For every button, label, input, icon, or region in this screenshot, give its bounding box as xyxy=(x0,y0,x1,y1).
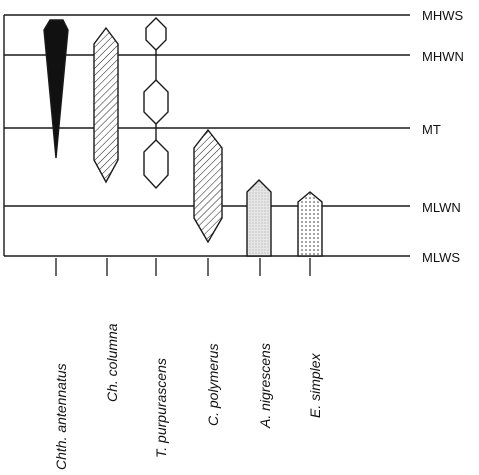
level-label-mlws: MLWS xyxy=(422,250,460,265)
range-bar-e-simplex xyxy=(297,191,323,257)
range-bar-chth-antennatus xyxy=(43,19,69,159)
species-label-t-purpurascens: T. purpurascens xyxy=(153,358,169,458)
species-label-a-nigrescens: A. nigrescens xyxy=(257,343,273,429)
species-label-chth-antennatus: Chth. antennatus xyxy=(53,363,69,470)
range-bar-ch-columna xyxy=(93,26,119,184)
species-label-e-simplex: E. simplex xyxy=(307,352,323,418)
level-label-mhws: MHWS xyxy=(422,8,463,23)
species-label-c-polymerus: C. polymerus xyxy=(205,344,221,426)
level-label-mt: MT xyxy=(422,122,441,137)
species-label-ch-columna: Ch. columna xyxy=(104,323,120,402)
range-bar-c-polymerus xyxy=(193,128,223,244)
range-segment-t-purpurascens-lower xyxy=(143,139,169,190)
range-segment-t-purpurascens-middle xyxy=(143,79,169,125)
level-label-mlwn: MLWN xyxy=(422,200,461,215)
range-bar-a-nigrescens xyxy=(246,179,272,257)
level-label-mhwn: MHWN xyxy=(422,49,464,64)
range-segment-t-purpurascens-upper xyxy=(145,17,167,51)
